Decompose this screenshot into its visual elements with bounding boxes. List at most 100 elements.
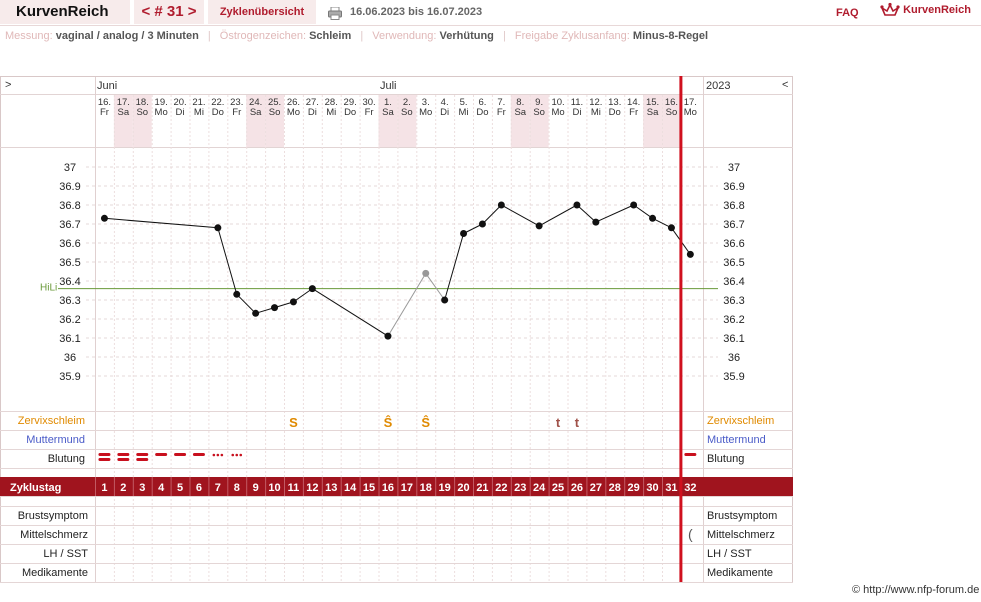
temperature-point[interactable]	[478, 220, 486, 228]
bleeding-label-right: Blutung	[707, 453, 744, 465]
temperature-point[interactable]	[233, 290, 241, 298]
date-label: 11.	[571, 97, 584, 108]
weekday-label: So	[533, 107, 545, 118]
cycle-day-number: 3	[139, 482, 145, 494]
bleeding-heavy[interactable]	[117, 453, 130, 456]
weekday-label: Fr	[232, 107, 241, 118]
cycle-navigator[interactable]: < # 31 >	[134, 0, 204, 24]
release-label: Freigabe Zyklusanfang:	[514, 30, 630, 42]
temperature-point[interactable]	[535, 222, 543, 230]
top-bar: KurvenReich < # 31 > Zyklenübersicht 16.…	[0, 0, 981, 26]
cycle-day-band	[0, 477, 793, 496]
info-bar: Messung: vaginal / analog / 3 Minuten | …	[5, 30, 709, 42]
cycle-day-number: 15	[363, 482, 375, 494]
y-tick-left: 36.4	[59, 276, 80, 288]
faq-link[interactable]: FAQ	[836, 7, 859, 19]
temperature-point[interactable]	[460, 230, 468, 237]
date-label: 8.	[516, 97, 524, 108]
bleeding-spotting[interactable]	[231, 453, 235, 457]
temperature-point[interactable]	[667, 224, 675, 232]
date-label: 16.	[665, 97, 678, 108]
cycle-day-number: 6	[196, 482, 202, 494]
y-tick-left: 35.9	[59, 371, 80, 383]
bleeding-spotting[interactable]	[235, 453, 239, 457]
cycle-day-number: 4	[158, 482, 165, 494]
temperature-point[interactable]	[630, 201, 638, 209]
bleeding-spotting[interactable]	[212, 453, 216, 457]
date-label: 4.	[441, 97, 449, 108]
date-label: 9.	[535, 97, 543, 108]
weekday-label: Mo	[155, 107, 168, 118]
temperature-point[interactable]	[497, 201, 505, 209]
breast-label-left: Brustsymptom	[18, 510, 88, 522]
date-label: 18.	[136, 97, 149, 108]
temperature-point[interactable]	[100, 214, 108, 222]
temperature-point[interactable]	[441, 296, 449, 304]
bleeding-heavy[interactable]	[117, 458, 130, 461]
weekday-label: Di	[440, 107, 449, 118]
y-tick-right: 36.1	[723, 333, 744, 345]
curve-segment	[538, 204, 578, 227]
bleeding-medium[interactable]	[192, 453, 205, 456]
weekday-label: Do	[609, 107, 621, 118]
cycle-day-number: 30	[646, 482, 658, 494]
date-range-text: 16.06.2023 bis 16.07.2023	[350, 6, 483, 18]
temperature-point[interactable]	[422, 269, 430, 277]
temperature-point[interactable]	[592, 218, 600, 226]
curve-segment	[576, 204, 597, 223]
next-arrow[interactable]: <	[782, 79, 788, 91]
bleeding-spotting[interactable]	[239, 453, 243, 457]
bleeding-medium[interactable]	[155, 453, 168, 456]
curve-segment	[425, 273, 446, 301]
y-tick-left: 36.1	[59, 333, 80, 345]
bleeding-heavy[interactable]	[136, 453, 149, 456]
cycle-day-number: 13	[325, 482, 337, 494]
temperature-point[interactable]	[214, 224, 222, 232]
bleeding-spotting[interactable]	[220, 453, 224, 457]
date-label: 25.	[268, 97, 281, 108]
bleeding-medium[interactable]	[174, 453, 187, 456]
weekend-shade	[529, 95, 549, 147]
curve-segment	[482, 204, 502, 225]
curve-segment	[293, 288, 313, 303]
y-tick-right: 36.6	[723, 238, 744, 250]
bleeding-heavy[interactable]	[98, 453, 111, 456]
app-logo[interactable]: KurvenReich	[0, 0, 130, 24]
temperature-point[interactable]	[308, 285, 316, 293]
bleeding-medium[interactable]	[684, 453, 697, 456]
month-label-juli: Juli	[380, 80, 397, 92]
midpain-mark[interactable]: (	[688, 526, 693, 542]
bleeding-spotting[interactable]	[216, 453, 220, 457]
cervical-mark[interactable]: t	[575, 415, 580, 430]
cervical-mark[interactable]: Ŝ	[384, 415, 393, 430]
cycle-overview-link[interactable]: Zyklenübersicht	[208, 0, 316, 24]
printer-icon[interactable]	[328, 5, 342, 20]
midpain-label-right: Mittelschmerz	[707, 529, 775, 541]
date-label: 17.	[684, 97, 697, 108]
weekday-label: Mi	[326, 107, 336, 118]
temperature-point[interactable]	[271, 304, 279, 312]
temperature-point[interactable]	[384, 332, 392, 340]
temperature-point[interactable]	[289, 298, 297, 306]
date-label: 13.	[608, 97, 621, 108]
date-label: 2.	[403, 97, 411, 108]
cycle-day-number: 2	[120, 482, 126, 494]
cervical-mark[interactable]: S	[289, 415, 298, 430]
cervical-mark[interactable]: t	[556, 415, 561, 430]
cycle-day-number: 11	[288, 482, 300, 494]
temperature-point[interactable]	[649, 214, 657, 222]
meds-label-right: Medikamente	[707, 567, 773, 579]
prev-arrow[interactable]: >	[5, 79, 11, 91]
curve-segment	[633, 204, 653, 219]
temperature-point[interactable]	[252, 309, 260, 317]
cervical-mark[interactable]: Ŝ	[421, 415, 430, 430]
temperature-point[interactable]	[686, 250, 694, 258]
cycle-day-number: 20	[457, 482, 469, 494]
measure-value: vaginal / analog / 3 Minuten	[55, 30, 199, 42]
weekend-shade	[265, 95, 284, 147]
temperature-point[interactable]	[573, 201, 581, 209]
bleeding-heavy[interactable]	[98, 458, 111, 461]
bleeding-heavy[interactable]	[136, 458, 149, 461]
brand-link[interactable]: KurvenReich	[880, 2, 971, 18]
